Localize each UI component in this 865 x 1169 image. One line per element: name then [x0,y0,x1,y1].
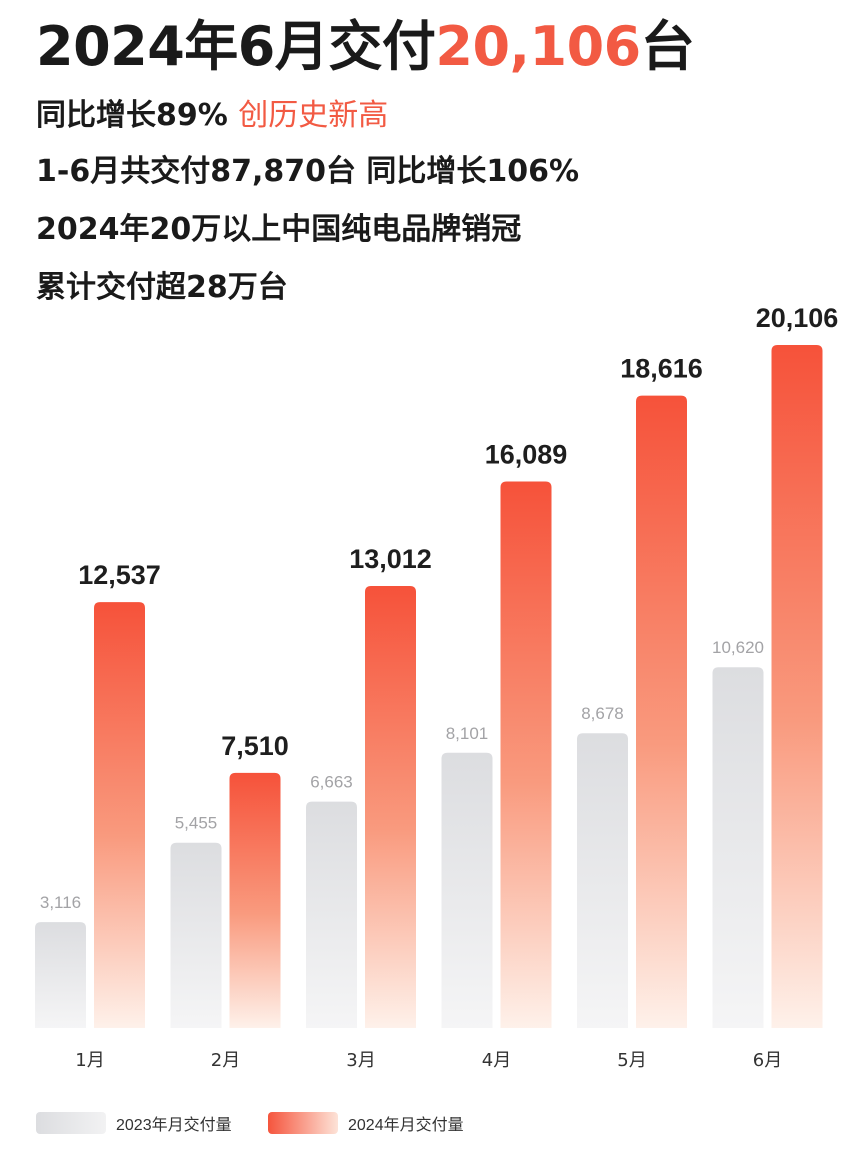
title-post: 台 [640,15,695,78]
data-label-2024-6: 20,106 [756,303,839,333]
bar-2023-6 [712,667,764,1028]
legend-item-2024: 2024年月交付量 [268,1110,464,1136]
bar-2023-4 [441,752,493,1028]
yoy-growth-text: 同比增长89% [36,98,228,133]
yoy-growth-line: 同比增长89% 创历史新高 [36,94,388,138]
bar-2023-2 [170,842,222,1028]
legend-swatch-2023 [36,1112,106,1134]
category-label-6: 6月 [753,1050,782,1071]
data-label-2024-5: 18,616 [620,354,703,384]
legend-label-2024: 2024年月交付量 [348,1117,464,1134]
data-label-2023-3: 6,663 [310,773,353,792]
record-high-text: 创历史新高 [238,98,389,133]
title-highlight: 20,106 [435,15,641,78]
data-label-2024-1: 12,537 [78,560,161,590]
data-label-2024-2: 7,510 [221,731,289,761]
ytd-delivery-line: 1-6月共交付87,870台 同比增长106% [36,154,580,189]
data-label-2023-6: 10,620 [712,638,764,657]
data-label-2023-4: 8,101 [446,724,489,743]
bar-2024-2 [229,772,281,1028]
legend-swatch-2024 [268,1112,338,1134]
bar-2024-1 [94,602,145,1028]
title-pre: 2024年6月交付 [36,15,436,78]
bar-2024-3 [365,585,416,1028]
page-title: 2024年6月交付20,106台 [36,8,695,86]
bar-2023-5 [577,733,628,1028]
data-label-2023-1: 3,116 [40,893,81,912]
data-label-2024-4: 16,089 [485,439,568,469]
bar-2023-1 [35,922,86,1028]
bar-2023-3 [306,801,357,1028]
category-label-3: 3月 [346,1050,375,1071]
data-label-2023-5: 8,678 [581,704,624,723]
legend-label-2023: 2023年月交付量 [116,1117,232,1134]
category-label-5: 5月 [617,1050,646,1071]
bar-2024-5 [636,395,687,1028]
cumulative-delivery-line: 累计交付超28万台 [36,270,288,305]
category-label-1: 1月 [75,1050,104,1071]
data-label-2024-3: 13,012 [349,544,432,574]
data-label-2023-2: 5,455 [175,814,218,833]
legend-item-2023: 2023年月交付量 [36,1110,232,1136]
category-label-4: 4月 [482,1050,511,1071]
sales-champion-line: 2024年20万以上中国纯电品牌销冠 [36,212,522,247]
bar-2024-6 [771,345,823,1028]
category-label-2: 2月 [211,1050,240,1071]
bar-2024-4 [500,481,552,1028]
